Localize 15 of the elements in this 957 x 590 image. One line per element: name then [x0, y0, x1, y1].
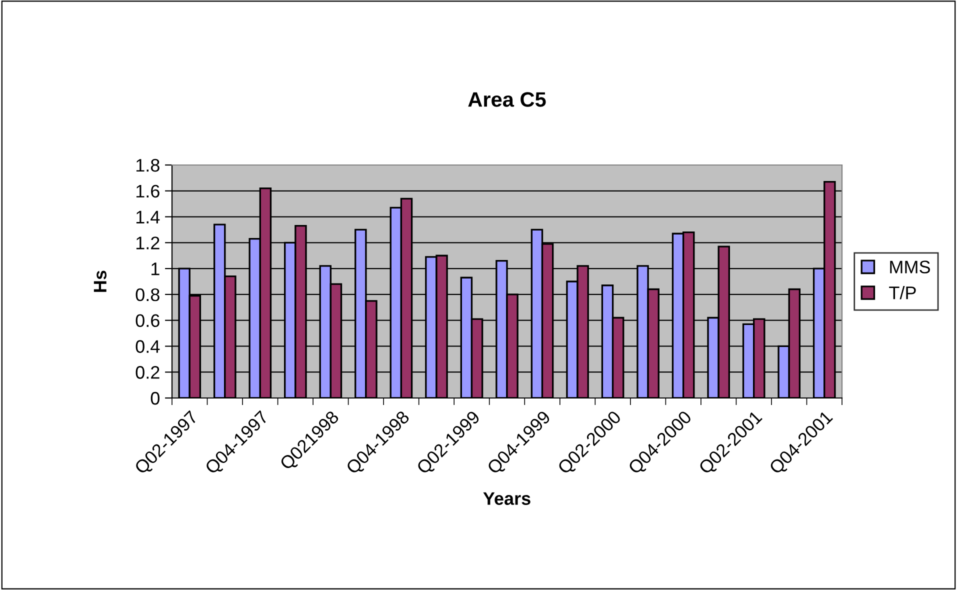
y-axis-title: Hs	[94, 270, 107, 292]
x-axis-title: Years	[483, 492, 530, 505]
y-tick-label: 0.6	[136, 314, 160, 328]
y-tick-label: 1.4	[136, 210, 160, 224]
y-tick-label: 1.6	[136, 184, 160, 198]
y-tick-label: 0.4	[136, 340, 160, 353]
y-tick-label: 0	[150, 392, 160, 405]
legend-label: MMS	[890, 260, 930, 274]
y-tick-label: 1.8	[136, 158, 160, 172]
y-tick-label: 0.2	[136, 366, 160, 379]
chart-title: Area C5	[468, 92, 546, 107]
legend-label: T/P	[889, 286, 916, 300]
y-tick-label: 1	[152, 262, 160, 276]
y-tick-label: 1.2	[136, 236, 160, 250]
y-tick-label: 0.8	[136, 288, 160, 302]
